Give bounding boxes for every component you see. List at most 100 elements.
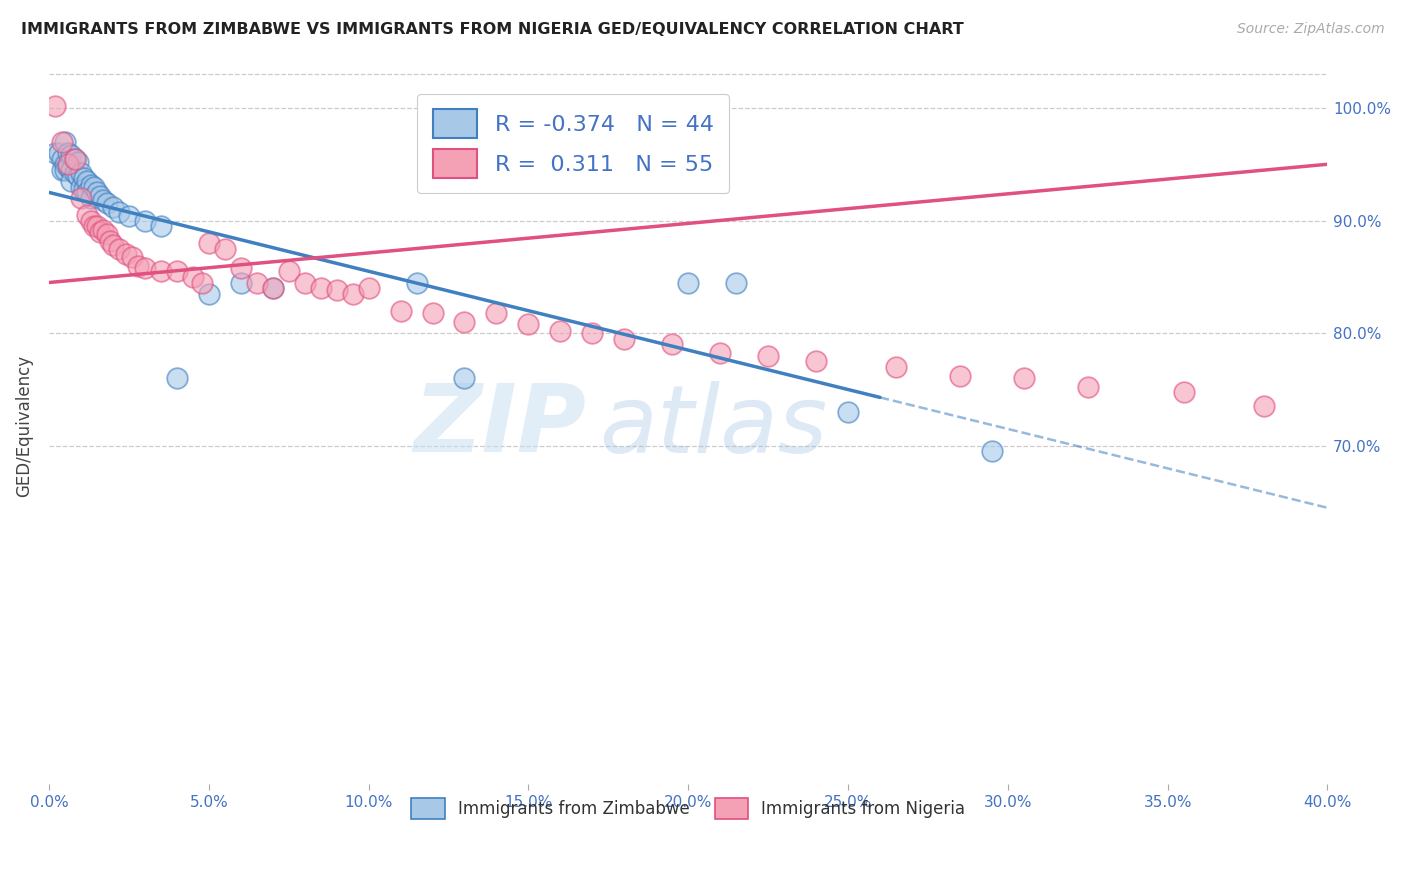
Point bbox=[837, 405, 859, 419]
Point bbox=[66, 155, 89, 169]
Point bbox=[76, 208, 98, 222]
Point bbox=[70, 191, 93, 205]
Point bbox=[214, 242, 236, 256]
Point bbox=[756, 349, 779, 363]
Point bbox=[550, 324, 572, 338]
Point bbox=[73, 182, 96, 196]
Point bbox=[804, 354, 827, 368]
Point bbox=[44, 98, 66, 112]
Point bbox=[70, 166, 93, 180]
Point bbox=[405, 276, 427, 290]
Point bbox=[79, 191, 101, 205]
Point bbox=[66, 169, 89, 183]
Point bbox=[389, 303, 412, 318]
Point bbox=[51, 152, 73, 166]
Point bbox=[1012, 371, 1035, 385]
Point bbox=[121, 250, 143, 264]
Point bbox=[101, 238, 124, 252]
Point bbox=[517, 317, 540, 331]
Point bbox=[60, 174, 83, 188]
Point bbox=[127, 259, 149, 273]
Point bbox=[661, 337, 683, 351]
Point bbox=[229, 260, 252, 275]
Point bbox=[91, 222, 114, 236]
Point bbox=[197, 236, 219, 251]
Point bbox=[1077, 380, 1099, 394]
Point bbox=[63, 166, 86, 180]
Point bbox=[101, 200, 124, 214]
Point bbox=[48, 146, 70, 161]
Point bbox=[262, 281, 284, 295]
Point bbox=[79, 178, 101, 192]
Point bbox=[73, 170, 96, 185]
Point bbox=[44, 146, 66, 161]
Point bbox=[63, 152, 86, 166]
Point bbox=[60, 162, 83, 177]
Point bbox=[108, 204, 131, 219]
Text: IMMIGRANTS FROM ZIMBABWE VS IMMIGRANTS FROM NIGERIA GED/EQUIVALENCY CORRELATION : IMMIGRANTS FROM ZIMBABWE VS IMMIGRANTS F… bbox=[21, 22, 965, 37]
Point bbox=[581, 326, 603, 341]
Point bbox=[453, 371, 475, 385]
Point bbox=[485, 306, 508, 320]
Text: atlas: atlas bbox=[599, 381, 827, 472]
Point bbox=[91, 194, 114, 208]
Point bbox=[86, 186, 108, 200]
Point bbox=[1173, 384, 1195, 399]
Point bbox=[60, 148, 83, 162]
Point bbox=[89, 189, 111, 203]
Point bbox=[53, 157, 76, 171]
Point bbox=[229, 276, 252, 290]
Point bbox=[89, 225, 111, 239]
Point bbox=[70, 179, 93, 194]
Legend: Immigrants from Zimbabwe, Immigrants from Nigeria: Immigrants from Zimbabwe, Immigrants fro… bbox=[405, 792, 972, 825]
Point bbox=[949, 369, 972, 384]
Point bbox=[53, 135, 76, 149]
Point bbox=[79, 213, 101, 227]
Point bbox=[422, 306, 444, 320]
Point bbox=[76, 186, 98, 200]
Point bbox=[181, 269, 204, 284]
Text: Source: ZipAtlas.com: Source: ZipAtlas.com bbox=[1237, 22, 1385, 37]
Point bbox=[294, 276, 316, 290]
Point bbox=[56, 146, 79, 161]
Point bbox=[166, 371, 188, 385]
Point bbox=[53, 162, 76, 177]
Point bbox=[149, 219, 172, 234]
Point bbox=[96, 227, 118, 241]
Point bbox=[76, 174, 98, 188]
Point bbox=[63, 152, 86, 166]
Point bbox=[1253, 400, 1275, 414]
Point bbox=[613, 332, 636, 346]
Point bbox=[83, 179, 105, 194]
Point bbox=[83, 219, 105, 234]
Point bbox=[114, 247, 136, 261]
Point bbox=[56, 160, 79, 174]
Point bbox=[86, 219, 108, 234]
Point bbox=[725, 276, 748, 290]
Point bbox=[884, 359, 907, 374]
Point bbox=[709, 346, 731, 360]
Point bbox=[262, 281, 284, 295]
Y-axis label: GED/Equivalency: GED/Equivalency bbox=[15, 355, 32, 497]
Point bbox=[453, 315, 475, 329]
Point bbox=[51, 162, 73, 177]
Point bbox=[166, 264, 188, 278]
Point bbox=[197, 286, 219, 301]
Point bbox=[357, 281, 380, 295]
Point bbox=[51, 135, 73, 149]
Point bbox=[325, 284, 347, 298]
Point bbox=[149, 264, 172, 278]
Point bbox=[246, 276, 269, 290]
Point bbox=[277, 264, 299, 278]
Point bbox=[96, 195, 118, 210]
Point bbox=[191, 276, 214, 290]
Point bbox=[56, 157, 79, 171]
Point bbox=[980, 444, 1002, 458]
Point bbox=[134, 213, 156, 227]
Text: ZIP: ZIP bbox=[413, 380, 586, 472]
Point bbox=[98, 234, 121, 248]
Point bbox=[118, 209, 141, 223]
Point bbox=[676, 276, 699, 290]
Point bbox=[134, 260, 156, 275]
Point bbox=[309, 281, 332, 295]
